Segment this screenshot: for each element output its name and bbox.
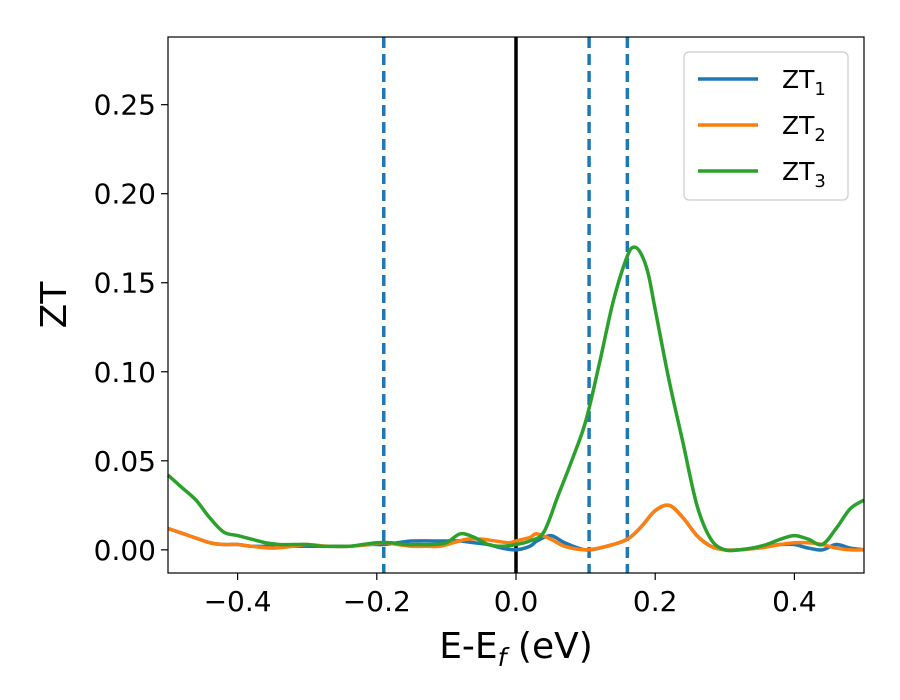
reference-lines (382, 37, 630, 573)
y-tick-label: 0.20 (94, 178, 156, 211)
x-tick-label: 0.4 (772, 585, 817, 618)
x-axis: −0.4 −0.2 0.0 0.2 0.4 (204, 573, 817, 618)
x-tick-label: 0.2 (633, 585, 678, 618)
x-tick-label: −0.4 (204, 585, 272, 618)
legend-label-zt2: ZT2 (782, 111, 826, 146)
y-tick-label: 0.10 (94, 356, 156, 389)
y-tick-label: 0.05 (94, 445, 156, 478)
x-tick-label: −0.2 (343, 585, 411, 618)
y-axis: 0.00 0.05 0.10 0.15 0.20 0.25 (94, 89, 168, 567)
x-axis-title-main: E-E (439, 626, 497, 667)
x-tick-label: 0.0 (494, 585, 539, 618)
y-axis-title: ZT (34, 281, 75, 329)
y-tick-label: 0.25 (94, 89, 156, 122)
legend-label-zt1: ZT1 (782, 65, 826, 100)
series-lines (166, 245, 865, 553)
y-tick-label: 0.00 (94, 534, 156, 567)
x-axis-title-unit: (eV) (506, 626, 592, 667)
legend-label-zt3: ZT3 (782, 157, 826, 192)
series-line-zt3 (166, 245, 865, 553)
legend-box (683, 51, 849, 201)
y-tick-label: 0.15 (94, 267, 156, 300)
legend: ZT1 ZT2 ZT3 (683, 51, 849, 201)
x-axis-title: E-Ef (eV) (439, 626, 593, 672)
